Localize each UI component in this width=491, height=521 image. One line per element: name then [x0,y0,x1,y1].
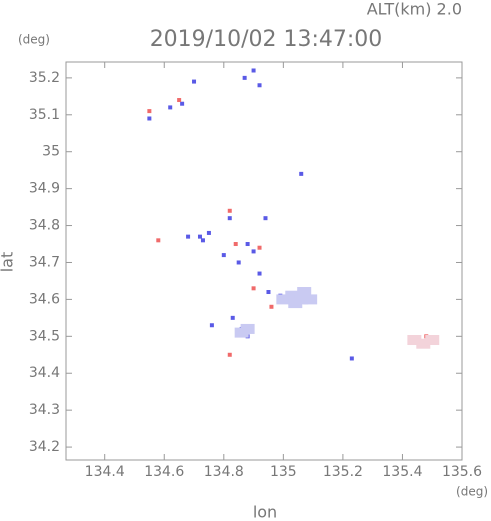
echo-point [230,315,235,320]
echo-point [407,335,422,346]
echo-point [251,286,256,291]
y-tick-label: 34.3 [29,402,60,418]
echo-point [156,238,161,243]
y-axis-label: lat [0,252,17,273]
echo-point [234,327,249,338]
echo-point [425,335,440,346]
x-tick-label: 134.6 [144,464,184,480]
echo-point [186,234,191,239]
y-tick-label: 34.7 [29,254,60,270]
echo-point [192,79,197,84]
echo-point [266,290,271,295]
echo-point [303,294,318,305]
x-tick-label: 135.2 [323,464,363,480]
x-tick-label: 134.4 [85,464,125,480]
y-tick-label: 34.4 [29,365,60,381]
echo-point [299,171,304,176]
echo-point [233,242,238,247]
echo-point [209,323,214,328]
y-tick-label: 35 [42,144,60,160]
echo-point [197,234,202,239]
echo-point [276,294,291,305]
echo-point [200,238,205,243]
x-unit: (deg) [456,485,488,499]
echo-point [263,216,268,221]
echo-point [221,253,226,258]
echo-point [245,242,250,247]
echo-point [349,356,354,361]
echo-point [147,109,152,114]
echo-point [227,216,232,221]
y-tick-label: 34.8 [29,218,60,234]
echo-point [227,352,232,357]
echo-point [257,245,262,250]
y-tick-label: 34.9 [29,181,60,197]
y-tick-label: 35.2 [29,70,60,86]
echo-point [257,83,262,88]
echo-point [147,116,152,121]
echo-point [269,304,274,309]
y-tick-label: 34.6 [29,291,60,307]
altitude-label: ALT(km) 2.0 [367,0,462,19]
echo-point [168,105,173,110]
x-tick-label: 134.8 [204,464,244,480]
y-tick-label: 34.2 [29,439,60,455]
echo-point [227,208,232,213]
x-axis-label: lon [253,503,277,521]
chart-title: 2019/10/02 13:47:00 [150,27,383,52]
x-tick-label: 135.6 [442,464,482,480]
y-tick-label: 34.5 [29,328,60,344]
y-unit: (deg) [18,33,50,47]
echo-point [251,249,256,254]
echo-point [416,338,431,349]
echo-point [251,68,256,73]
x-tick-label: 135 [270,464,297,480]
echo-point [177,98,182,103]
echo-point [180,101,185,106]
echo-point [285,290,300,301]
echo-point [236,260,241,265]
y-tick-label: 35.1 [29,107,60,123]
echo-point [297,287,312,298]
plot-frame [65,61,463,461]
x-tick-label: 135.4 [382,464,422,480]
echo-point [257,271,262,276]
echo-point [242,75,247,80]
echo-point [206,230,211,235]
echo-point [288,298,303,309]
